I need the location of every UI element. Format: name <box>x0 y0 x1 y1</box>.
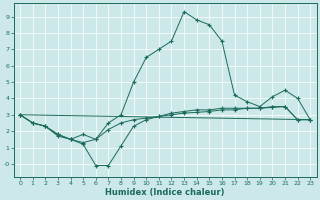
X-axis label: Humidex (Indice chaleur): Humidex (Indice chaleur) <box>105 188 225 197</box>
